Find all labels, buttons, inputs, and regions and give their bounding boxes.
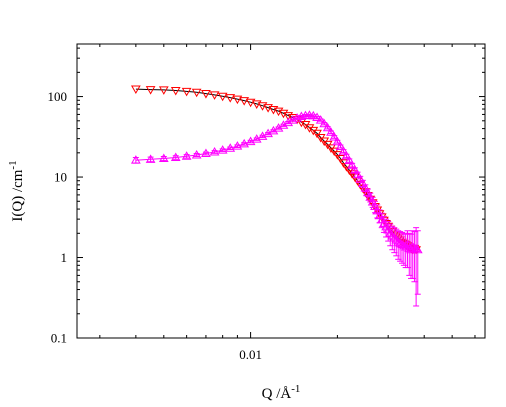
data-point (387, 231, 398, 240)
data-point (217, 145, 228, 154)
data-point (332, 136, 343, 146)
data-point (130, 155, 141, 164)
data-point (209, 91, 220, 100)
y-tick-label: 100 (48, 89, 68, 104)
data-point (217, 92, 228, 102)
data-point (365, 192, 376, 201)
y-tick-labels: 0.1 1 10 100 (48, 89, 68, 345)
x-axis-label-base: Q /Å (262, 386, 292, 402)
major-ticks (77, 44, 485, 339)
data-point (355, 174, 366, 183)
data-point (201, 90, 211, 99)
series-2 (130, 110, 423, 307)
plot-frame (76, 43, 486, 339)
data-point (367, 196, 378, 206)
data-point (145, 154, 156, 163)
data-point (370, 201, 380, 211)
data-point (170, 86, 181, 96)
data-point (158, 86, 169, 95)
data-point (181, 151, 192, 160)
y-axis-label: I(Q) /cm-1 (7, 160, 26, 221)
data-point (372, 205, 383, 215)
minor-ticks (77, 44, 485, 338)
y-axis-label-base: I(Q) /cm (10, 169, 26, 221)
data-point (352, 169, 363, 179)
data-point (344, 155, 355, 165)
data-point (308, 126, 319, 136)
data-point (312, 129, 322, 139)
data-point (312, 112, 322, 121)
data-point (362, 187, 373, 197)
data-point (278, 109, 289, 119)
data-point (232, 95, 243, 105)
data-point (181, 87, 192, 97)
data-point (170, 152, 181, 161)
data-point (304, 124, 315, 133)
data-point (350, 165, 360, 174)
x-axis-label-sup: -1 (291, 383, 300, 395)
data-point (398, 240, 409, 250)
data-point (145, 86, 156, 95)
data-point (397, 239, 407, 249)
data-point (283, 117, 294, 127)
data-point (251, 100, 262, 109)
data-point (326, 127, 336, 136)
data-point (329, 131, 340, 141)
data-point (245, 98, 256, 108)
data-point (225, 94, 236, 103)
x-tick-labels: 0.01 (239, 347, 262, 362)
data-point (191, 149, 202, 159)
data-point (209, 146, 220, 156)
data-point (360, 183, 371, 192)
data-point (278, 120, 289, 129)
x-axis-label: Q /Å-1 (262, 383, 301, 402)
data-point (191, 88, 202, 98)
data-point (232, 141, 243, 150)
x-tick-label: 0.01 (239, 347, 262, 362)
data-point (393, 237, 404, 246)
data-point (287, 115, 298, 124)
data-point (239, 138, 250, 148)
data-point (404, 243, 415, 252)
data-point (245, 136, 256, 146)
series-layer (130, 85, 423, 307)
data-point (322, 122, 333, 132)
data-point (319, 118, 330, 128)
data-point (347, 160, 358, 169)
data-point (395, 238, 405, 247)
data-point (315, 115, 326, 124)
data-point (225, 143, 236, 152)
y-tick-label: 1 (61, 250, 68, 265)
y-tick-label: 10 (54, 170, 67, 185)
data-point (130, 85, 141, 95)
data-point (158, 153, 169, 162)
data-point (292, 113, 302, 122)
data-point (391, 235, 402, 244)
data-point (411, 243, 421, 252)
data-point (239, 97, 250, 106)
data-point (341, 150, 352, 160)
data-point (201, 148, 211, 158)
data-point (412, 244, 423, 254)
data-point (357, 178, 368, 188)
y-tick-label: 0.1 (51, 331, 67, 346)
data-point (335, 141, 346, 150)
data-point (338, 146, 349, 155)
y-axis-label-sup: -1 (7, 160, 19, 169)
data-point (308, 110, 319, 120)
data-point (389, 232, 400, 242)
data-point (273, 123, 284, 132)
